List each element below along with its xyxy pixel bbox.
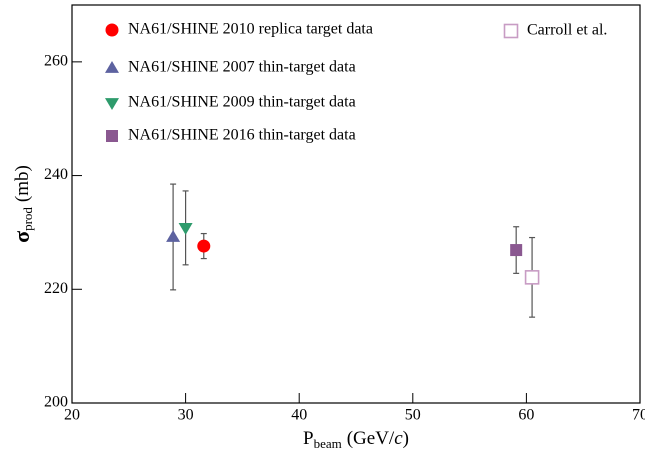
legend-label: NA61/SHINE 2007 thin-target data (128, 59, 356, 76)
y-tick-label: 260 (44, 53, 68, 70)
y-tick-label: 220 (44, 280, 68, 297)
legend-label: Carroll et al. (527, 22, 607, 39)
point (524, 270, 540, 285)
point (178, 222, 193, 235)
y-axis-title: σprod(mb) (9, 165, 35, 243)
point (510, 244, 523, 257)
legend-marker (106, 130, 118, 142)
legend-label: NA61/SHINE 2010 replica target data (128, 21, 373, 38)
y-tick-label: 240 (44, 166, 68, 183)
x-tick-label: 60 (518, 407, 534, 424)
legend-marker (105, 98, 119, 110)
x-axis-title: Pbeam (GeV/c) (303, 428, 409, 451)
plot-frame (71, 4, 641, 404)
legend-marker (105, 23, 119, 37)
point (197, 239, 211, 253)
y-tick-label: 200 (44, 394, 68, 411)
point (166, 229, 181, 242)
legend-marker (105, 61, 119, 73)
legend-label: NA61/SHINE 2016 thin-target data (128, 127, 356, 144)
x-tick-label: 40 (291, 407, 307, 424)
legend-marker (503, 23, 519, 39)
x-tick-label: 70 (632, 407, 645, 424)
x-tick-label: 30 (178, 407, 194, 424)
legend-label: NA61/SHINE 2009 thin-target data (128, 94, 356, 111)
x-tick-label: 20 (64, 407, 80, 424)
x-tick-label: 50 (405, 407, 421, 424)
